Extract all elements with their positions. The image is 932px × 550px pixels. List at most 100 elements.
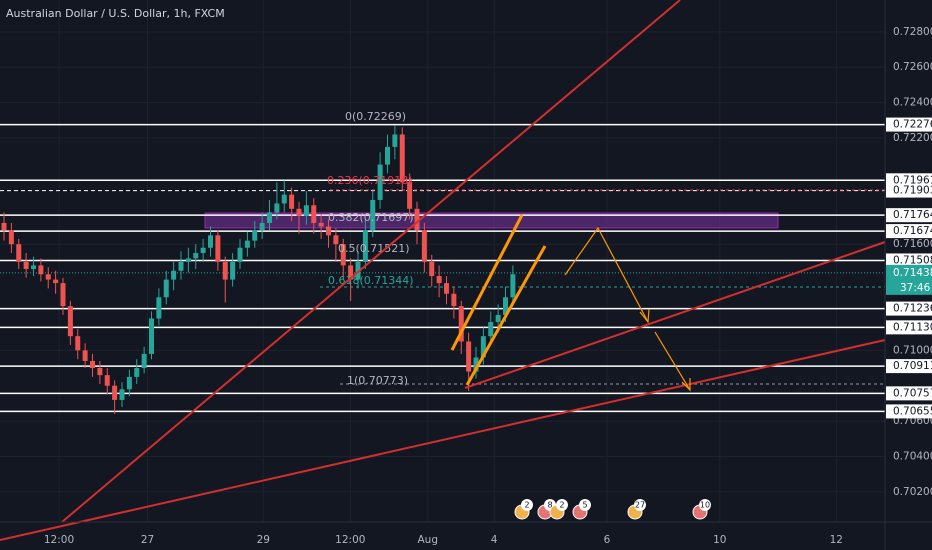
event-badge: [699, 499, 711, 511]
candle-body: [193, 253, 199, 259]
x-tick-label: 12:00: [335, 534, 365, 546]
fib-label: 0(0.72269): [345, 110, 406, 123]
fib-label: 0.236(0.71918): [327, 174, 413, 187]
arrow-head: [681, 378, 691, 392]
candle-body: [362, 230, 368, 262]
event-badge: [556, 499, 568, 511]
candle-body: [370, 199, 376, 231]
countdown: 37:46: [900, 282, 931, 294]
level-label-box: [886, 404, 932, 419]
candle-body: [178, 261, 184, 271]
x-tick-label: 10: [713, 534, 726, 546]
x-tick-label: 29: [257, 534, 270, 546]
candle-body: [75, 336, 81, 351]
level-label-box: [886, 224, 932, 239]
candle-body: [503, 297, 508, 315]
candle-body: [45, 274, 51, 280]
projection: [564, 226, 691, 392]
candle-body: [126, 376, 132, 390]
candle-body: [23, 261, 29, 269]
candle-body: [510, 274, 516, 298]
x-tick-label: Aug: [417, 534, 438, 546]
candle-body: [82, 350, 88, 361]
candle-body: [67, 306, 73, 337]
candle-body: [215, 235, 221, 262]
projection-path: [654, 331, 691, 391]
level-label: 0.71903: [893, 185, 932, 197]
candle-body: [112, 385, 118, 400]
candle-body: [480, 336, 486, 358]
candle-body: [495, 314, 501, 323]
candle-body: [296, 208, 302, 216]
candle-body: [281, 194, 287, 204]
candle-body: [104, 375, 110, 386]
candle-body: [473, 357, 479, 372]
candle-body: [377, 164, 383, 200]
event-count: 27: [635, 501, 645, 510]
event-count: 10: [700, 501, 710, 510]
x-tick-label: 4: [491, 534, 498, 546]
candle-body: [90, 360, 95, 369]
level-label: 0.71236: [893, 303, 932, 315]
candle-body: [333, 235, 339, 245]
candle-body: [421, 230, 427, 262]
fib-label: 1(0.70773): [347, 374, 408, 387]
level-label-box: [886, 208, 932, 223]
level-label: 0.71508: [893, 254, 932, 266]
projection-path: [564, 226, 649, 323]
x-tick-label: 12:00: [44, 534, 74, 546]
candle-body: [38, 265, 44, 275]
candle-body: [222, 261, 228, 280]
levels: [0, 123, 885, 413]
candle-body: [244, 240, 250, 248]
x-tick-label: 6: [604, 534, 611, 546]
channel: [450, 214, 547, 386]
candle-body: [399, 134, 405, 183]
candle-body: [171, 270, 177, 280]
candles: [1, 125, 516, 415]
candle-body: [429, 261, 435, 277]
candle-body: [385, 146, 390, 165]
fib-label: 0.618(0.71344): [328, 274, 414, 287]
candle-body: [53, 279, 59, 284]
candle-body: [392, 134, 398, 147]
candle-body: [134, 368, 140, 377]
candle-body: [97, 368, 103, 376]
candle-body: [311, 205, 317, 223]
level-label: 0.72276: [893, 119, 932, 131]
trend-line: [0, 339, 886, 541]
level-label-box: [886, 253, 932, 268]
y-tick-label: 0.70200: [893, 486, 932, 498]
zone-rectangle: [204, 212, 779, 229]
candle-body: [451, 293, 457, 307]
event-badge: [521, 499, 533, 511]
x-tick-label: 12: [830, 534, 843, 546]
level-label: 0.71764: [893, 209, 932, 221]
level-label: 0.70655: [893, 405, 932, 417]
fib-label: 0.5(0.71521): [338, 242, 410, 255]
channel-line: [465, 245, 547, 386]
candle-body: [200, 247, 206, 254]
candle-body: [141, 353, 147, 369]
candle-body: [8, 230, 14, 245]
level-label-box: [886, 386, 932, 401]
candle-body: [267, 212, 272, 223]
trend-line: [61, 0, 681, 523]
candle-body: [149, 318, 154, 354]
level-label-box: [886, 117, 932, 132]
candle-body: [348, 265, 354, 280]
event-badge: [634, 499, 646, 511]
candle-body: [237, 247, 243, 262]
candle-body: [156, 297, 162, 319]
candle-body: [407, 182, 413, 209]
candle-body: [1, 222, 7, 231]
candle-body: [163, 279, 169, 298]
